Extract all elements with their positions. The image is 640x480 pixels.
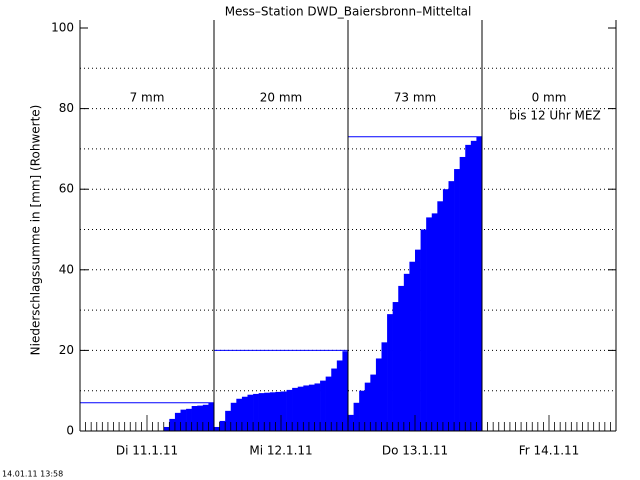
footer: 14.01.11 13:58 [2,470,63,479]
bar [320,380,326,431]
bar [186,408,192,431]
bar [180,409,187,431]
bar [314,383,321,431]
bar [359,390,366,431]
bar [286,389,293,431]
y-tick-label: 60 [59,182,74,196]
bar [219,420,226,431]
bar [258,393,265,431]
x-tick-label: Do 13.1.11 [382,444,448,458]
bar [336,360,343,431]
bar [448,181,455,431]
bar [214,426,220,431]
bar [431,213,438,431]
bar [454,169,460,432]
bar [459,156,466,431]
bar [375,358,382,431]
bar [230,402,237,431]
bar [325,376,332,431]
bar [253,393,259,431]
bar [264,392,271,431]
bar [415,249,421,431]
chart-title: Mess–Station DWD_Baiersbronn–Mitteltal [225,5,472,19]
bar [392,302,399,431]
bar [398,285,405,431]
bar [174,412,181,431]
x-tick-label: Di 11.1.11 [116,444,178,458]
bar [247,394,254,431]
bar [409,261,416,431]
bar [331,368,338,431]
bar [348,414,354,431]
bar [308,384,315,431]
total-label: 0 mm [532,91,567,105]
bar [297,386,304,431]
bar [225,410,232,431]
bar [169,418,176,431]
bar [241,396,248,431]
y-tick-label: 0 [66,424,74,438]
bar [191,406,198,431]
bar [275,391,282,431]
x-tick-label: Fr 14.1.11 [519,444,580,458]
bar [476,136,483,431]
total-label: 73 mm [394,91,436,105]
bar [292,387,299,431]
bar [236,398,243,431]
bar [403,273,410,431]
total-label: 20 mm [260,91,302,105]
bar [303,385,310,431]
bar [437,201,444,431]
total-label: 7 mm [130,91,165,105]
bar [281,391,287,431]
annotation: bis 12 Uhr MEZ [509,109,600,123]
y-tick-label: 100 [51,21,74,35]
bar [197,405,204,431]
bar [269,392,276,431]
bar [442,189,449,431]
x-tick-label: Mi 12.1.11 [249,444,312,458]
bar [208,402,215,431]
bar [465,144,472,431]
bar [202,404,209,431]
bar [342,351,349,431]
y-tick-label: 20 [59,343,74,357]
bar [353,402,360,431]
y-tick-label: 40 [59,262,74,276]
bar [370,374,377,431]
bar [163,426,170,431]
bar [381,342,388,431]
bar [420,229,427,431]
y-tick-label: 80 [59,101,74,115]
bar [387,314,393,431]
bar [364,382,371,431]
bar [426,217,433,431]
bar [470,140,477,431]
y-axis-label: Niederschlagssumme in [mm] (Rohwerte) [29,105,43,356]
